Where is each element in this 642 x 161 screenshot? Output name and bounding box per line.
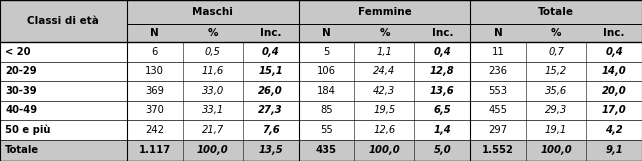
Text: 26,0: 26,0: [258, 86, 283, 96]
Text: 11,6: 11,6: [202, 66, 224, 76]
Text: 15,1: 15,1: [258, 66, 283, 76]
Text: 0,4: 0,4: [433, 47, 451, 57]
Text: 55: 55: [320, 125, 333, 135]
Text: Inc.: Inc.: [431, 28, 453, 38]
Bar: [0, 0, 642, 42]
Text: 12,6: 12,6: [373, 125, 395, 135]
Text: %: %: [207, 28, 218, 38]
Text: 33,1: 33,1: [202, 105, 224, 115]
Text: 42,3: 42,3: [373, 86, 395, 96]
Text: < 20: < 20: [5, 47, 31, 57]
Text: 184: 184: [317, 86, 336, 96]
Text: 24,4: 24,4: [373, 66, 395, 76]
Text: Classi di età: Classi di età: [28, 16, 100, 26]
Text: 1,4: 1,4: [433, 125, 451, 135]
Text: Femmine: Femmine: [358, 7, 412, 17]
Text: 40-49: 40-49: [5, 105, 37, 115]
Text: 17,0: 17,0: [602, 105, 627, 115]
Text: Inc.: Inc.: [603, 28, 625, 38]
Text: 13,5: 13,5: [258, 145, 283, 155]
Bar: [0, 120, 642, 140]
Text: %: %: [551, 28, 561, 38]
Text: Inc.: Inc.: [260, 28, 281, 38]
Text: 6,5: 6,5: [433, 105, 451, 115]
Text: 369: 369: [145, 86, 164, 96]
Text: 236: 236: [489, 66, 508, 76]
Text: 21,7: 21,7: [202, 125, 224, 135]
Text: 5,0: 5,0: [433, 145, 451, 155]
Text: N: N: [322, 28, 331, 38]
Text: 435: 435: [316, 145, 337, 155]
Text: 9,1: 9,1: [605, 145, 623, 155]
Text: 13,6: 13,6: [430, 86, 455, 96]
Text: N: N: [494, 28, 503, 38]
Text: 20,0: 20,0: [602, 86, 627, 96]
Text: 6: 6: [152, 47, 158, 57]
Text: 106: 106: [317, 66, 336, 76]
Text: 85: 85: [320, 105, 333, 115]
Text: 50 e più: 50 e più: [5, 125, 51, 135]
Text: 12,8: 12,8: [430, 66, 455, 76]
Bar: [0, 140, 642, 161]
Text: 370: 370: [145, 105, 164, 115]
Bar: [0, 101, 642, 120]
Text: 100,0: 100,0: [541, 145, 572, 155]
Text: 297: 297: [489, 125, 508, 135]
Text: 20-29: 20-29: [5, 66, 37, 76]
Text: Maschi: Maschi: [192, 7, 233, 17]
Text: 15,2: 15,2: [545, 66, 568, 76]
Text: 29,3: 29,3: [545, 105, 568, 115]
Text: 1,1: 1,1: [376, 47, 392, 57]
Text: 553: 553: [489, 86, 508, 96]
Text: 455: 455: [489, 105, 508, 115]
Text: 33,0: 33,0: [202, 86, 224, 96]
Text: 0,4: 0,4: [605, 47, 623, 57]
Text: 4,2: 4,2: [605, 125, 623, 135]
Text: 14,0: 14,0: [602, 66, 627, 76]
Text: 19,1: 19,1: [545, 125, 568, 135]
Text: 5: 5: [324, 47, 329, 57]
Text: 11: 11: [492, 47, 505, 57]
Text: 100,0: 100,0: [197, 145, 229, 155]
Text: 27,3: 27,3: [258, 105, 283, 115]
Text: 0,7: 0,7: [548, 47, 564, 57]
Text: 7,6: 7,6: [262, 125, 279, 135]
Bar: [0, 62, 642, 81]
Text: Totale: Totale: [5, 145, 39, 155]
Text: 1.552: 1.552: [482, 145, 514, 155]
Text: %: %: [379, 28, 390, 38]
Text: Totale: Totale: [538, 7, 574, 17]
Text: 1.117: 1.117: [139, 145, 171, 155]
Text: 30-39: 30-39: [5, 86, 37, 96]
Text: 35,6: 35,6: [545, 86, 568, 96]
Text: N: N: [150, 28, 159, 38]
Text: 0,5: 0,5: [205, 47, 221, 57]
Text: 242: 242: [145, 125, 164, 135]
Bar: [0, 81, 642, 101]
Text: 100,0: 100,0: [369, 145, 400, 155]
Text: 130: 130: [145, 66, 164, 76]
Text: 0,4: 0,4: [262, 47, 279, 57]
Text: 19,5: 19,5: [373, 105, 395, 115]
Bar: [0, 42, 642, 62]
